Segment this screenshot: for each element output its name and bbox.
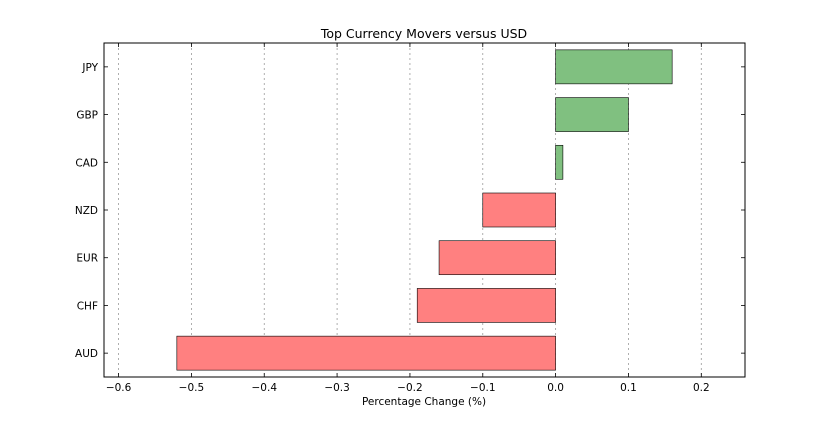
- chart-title: Top Currency Movers versus USD: [320, 26, 527, 41]
- x-tick-label-0: −0.6: [106, 382, 132, 394]
- x-tick-label-1: −0.5: [179, 382, 205, 394]
- axes-layer: [103, 42, 746, 378]
- y-tick-label-chf: CHF: [77, 300, 98, 312]
- grid-layer: [118, 43, 702, 377]
- x-tick-label-8: 0.2: [693, 382, 710, 394]
- y-tick-label-aud: AUD: [75, 348, 98, 360]
- x-axis-label: Percentage Change (%): [362, 396, 486, 408]
- bar-nzd: [482, 192, 556, 228]
- y-tick-label-nzd: NZD: [75, 205, 98, 217]
- y-tick-label-jpy: JPY: [81, 62, 98, 74]
- x-tick-label-4: −0.2: [397, 382, 423, 394]
- plot-frame: [103, 42, 746, 378]
- bar-aud: [176, 335, 556, 371]
- x-tick-label-5: −0.1: [470, 382, 496, 394]
- x-tick-label-6: 0.0: [547, 382, 564, 394]
- y-tick-label-gbp: GBP: [76, 110, 98, 122]
- bar-gbp: [555, 97, 629, 132]
- x-tick-label-3: −0.3: [324, 382, 350, 394]
- x-tick-label-2: −0.4: [252, 382, 278, 394]
- x-tick-labels: −0.6 −0.5 −0.4 −0.3 −0.2 −0.1 0.0 0.1 0.2: [106, 382, 710, 394]
- bar-jpy: [555, 49, 673, 85]
- y-tick-label-cad: CAD: [75, 157, 98, 169]
- y-tick-labels: JPY GBP CAD NZD EUR CHF AUD: [75, 62, 99, 360]
- bar-eur: [438, 240, 556, 276]
- y-tick-label-eur: EUR: [76, 253, 98, 265]
- bars-layer: [176, 49, 673, 371]
- bar-chf: [416, 288, 556, 323]
- x-tick-label-7: 0.1: [620, 382, 637, 394]
- bar-cad: [555, 144, 564, 180]
